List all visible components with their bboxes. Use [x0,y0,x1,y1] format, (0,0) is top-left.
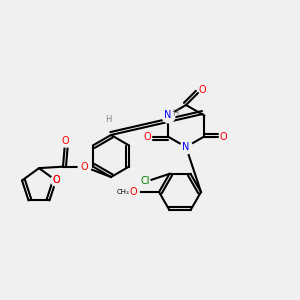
Text: O: O [199,85,206,95]
Text: Cl: Cl [141,176,150,186]
Text: O: O [80,162,88,172]
Text: O: O [52,176,60,185]
Text: H: H [105,116,111,124]
Text: O: O [130,187,137,197]
Text: O: O [220,131,227,142]
Text: O: O [52,176,60,185]
Text: H: H [172,110,178,118]
Text: N: N [182,142,190,152]
Text: O: O [143,131,151,142]
Text: CH₃: CH₃ [117,189,129,195]
Text: N: N [164,110,172,121]
Text: O: O [61,136,69,146]
